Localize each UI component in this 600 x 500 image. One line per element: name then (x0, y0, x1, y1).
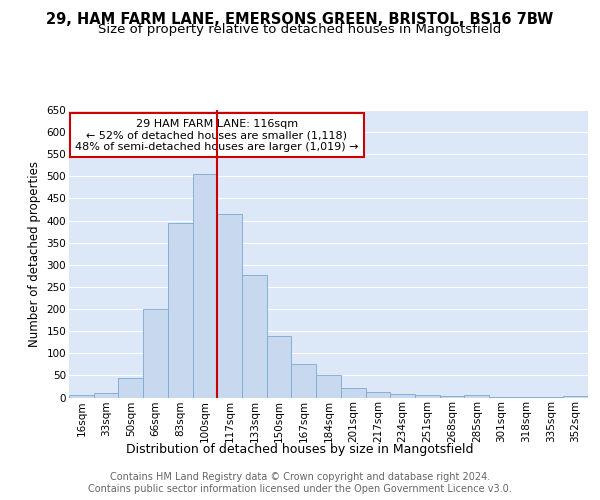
Text: 29 HAM FARM LANE: 116sqm
← 52% of detached houses are smaller (1,118)
48% of sem: 29 HAM FARM LANE: 116sqm ← 52% of detach… (75, 118, 359, 152)
Y-axis label: Number of detached properties: Number of detached properties (28, 161, 41, 347)
Bar (563, 396, 588, 398)
Bar (440, 396, 464, 398)
Bar (415, 396, 440, 398)
Text: 29, HAM FARM LANE, EMERSONS GREEN, BRISTOL, BS16 7BW: 29, HAM FARM LANE, EMERSONS GREEN, BRIST… (46, 12, 554, 28)
Bar (464, 396, 489, 398)
Bar (217, 214, 242, 398)
Bar (341, 388, 365, 398)
Bar (69, 396, 94, 398)
Text: Size of property relative to detached houses in Mangotsfield: Size of property relative to detached ho… (98, 22, 502, 36)
Bar (316, 376, 341, 398)
Bar (390, 394, 415, 398)
Text: Contains public sector information licensed under the Open Government Licence v3: Contains public sector information licen… (88, 484, 512, 494)
Text: Contains HM Land Registry data © Crown copyright and database right 2024.: Contains HM Land Registry data © Crown c… (110, 472, 490, 482)
Bar (242, 274, 267, 398)
Text: Distribution of detached houses by size in Mangotsfield: Distribution of detached houses by size … (126, 442, 474, 456)
Bar (168, 223, 193, 398)
Bar (118, 378, 143, 398)
Bar (489, 396, 514, 398)
Bar (292, 364, 316, 398)
Bar (143, 309, 168, 398)
Bar (94, 393, 118, 398)
Bar (193, 174, 217, 398)
Bar (365, 392, 390, 398)
Bar (267, 336, 292, 398)
